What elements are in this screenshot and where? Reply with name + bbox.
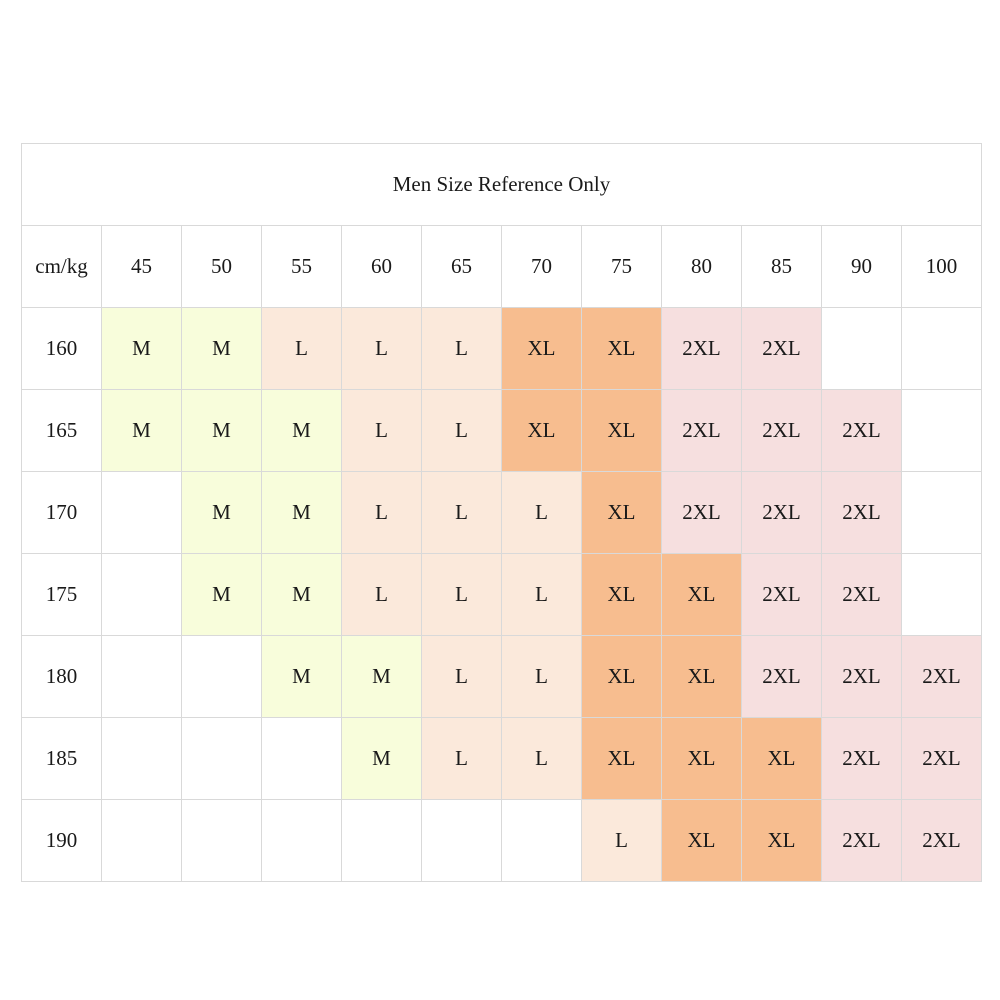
size-cell: 2XL	[822, 800, 902, 882]
chart-title: Men Size Reference Only	[22, 144, 982, 226]
height-label: 190	[22, 800, 102, 882]
empty-cell	[262, 800, 342, 882]
weight-header: 50	[182, 226, 262, 308]
size-cell: XL	[582, 390, 662, 472]
size-cell: 2XL	[822, 636, 902, 718]
empty-cell	[502, 800, 582, 882]
size-cell: 2XL	[662, 472, 742, 554]
size-cell: XL	[742, 718, 822, 800]
size-cell: L	[502, 718, 582, 800]
weight-header: 80	[662, 226, 742, 308]
size-cell: XL	[742, 800, 822, 882]
empty-cell	[102, 472, 182, 554]
size-cell: L	[502, 472, 582, 554]
size-cell: XL	[662, 800, 742, 882]
size-cell: 2XL	[822, 472, 902, 554]
size-cell: M	[182, 390, 262, 472]
size-cell: 2XL	[902, 800, 982, 882]
size-cell: M	[182, 308, 262, 390]
weight-header: 45	[102, 226, 182, 308]
weight-header: 70	[502, 226, 582, 308]
empty-cell	[342, 800, 422, 882]
empty-cell	[182, 718, 262, 800]
size-cell: M	[102, 390, 182, 472]
weight-header: 100	[902, 226, 982, 308]
empty-cell	[102, 554, 182, 636]
size-cell: L	[422, 390, 502, 472]
size-cell: M	[342, 636, 422, 718]
size-cell: XL	[662, 718, 742, 800]
size-cell: M	[182, 472, 262, 554]
size-cell: L	[422, 308, 502, 390]
size-cell: 2XL	[742, 554, 822, 636]
size-grid: cm/kg 45 50 55 60 65 70 75 80 85 90 100 160 M M L L L XL X…	[22, 226, 982, 882]
height-label: 180	[22, 636, 102, 718]
empty-cell	[182, 800, 262, 882]
size-cell: 2XL	[902, 636, 982, 718]
height-label: 185	[22, 718, 102, 800]
size-cell: L	[582, 800, 662, 882]
size-cell: XL	[662, 554, 742, 636]
empty-cell	[262, 718, 342, 800]
size-cell: 2XL	[662, 308, 742, 390]
size-cell: XL	[502, 308, 582, 390]
height-label: 165	[22, 390, 102, 472]
size-cell: 2XL	[742, 636, 822, 718]
empty-cell	[102, 636, 182, 718]
size-cell: M	[262, 636, 342, 718]
size-cell: 2XL	[822, 718, 902, 800]
size-cell: M	[262, 472, 342, 554]
size-cell: L	[262, 308, 342, 390]
size-cell: XL	[502, 390, 582, 472]
height-label: 160	[22, 308, 102, 390]
size-cell: 2XL	[822, 390, 902, 472]
empty-cell	[102, 718, 182, 800]
size-cell: 2XL	[902, 718, 982, 800]
size-cell: L	[342, 308, 422, 390]
size-cell: 2XL	[742, 308, 822, 390]
empty-cell	[422, 800, 502, 882]
weight-header: 85	[742, 226, 822, 308]
size-cell: L	[422, 554, 502, 636]
size-cell: L	[422, 472, 502, 554]
empty-cell	[902, 308, 982, 390]
weight-header: 75	[582, 226, 662, 308]
size-cell: 2XL	[742, 472, 822, 554]
weight-header: 55	[262, 226, 342, 308]
size-cell: M	[262, 390, 342, 472]
size-cell: XL	[582, 308, 662, 390]
size-chart-table: Men Size Reference Only cm/kg 45 50 55 60 65…	[21, 143, 982, 882]
weight-header: 65	[422, 226, 502, 308]
empty-cell	[182, 636, 262, 718]
empty-cell	[902, 390, 982, 472]
size-cell: M	[182, 554, 262, 636]
size-cell: XL	[582, 472, 662, 554]
weight-header: 90	[822, 226, 902, 308]
size-cell: XL	[662, 636, 742, 718]
size-cell: 2XL	[662, 390, 742, 472]
weight-header: 60	[342, 226, 422, 308]
size-cell: M	[342, 718, 422, 800]
empty-cell	[902, 554, 982, 636]
height-label: 170	[22, 472, 102, 554]
size-cell: 2XL	[742, 390, 822, 472]
height-label: 175	[22, 554, 102, 636]
size-cell: L	[342, 472, 422, 554]
empty-cell	[902, 472, 982, 554]
size-cell: L	[422, 636, 502, 718]
size-cell: XL	[582, 718, 662, 800]
size-cell: L	[342, 554, 422, 636]
size-cell: 2XL	[822, 554, 902, 636]
size-cell: L	[502, 636, 582, 718]
size-cell: L	[502, 554, 582, 636]
size-cell: XL	[582, 554, 662, 636]
size-cell: L	[342, 390, 422, 472]
empty-cell	[102, 800, 182, 882]
size-cell: M	[262, 554, 342, 636]
size-cell: XL	[582, 636, 662, 718]
size-cell: M	[102, 308, 182, 390]
corner-label: cm/kg	[22, 226, 102, 308]
size-cell: L	[422, 718, 502, 800]
empty-cell	[822, 308, 902, 390]
